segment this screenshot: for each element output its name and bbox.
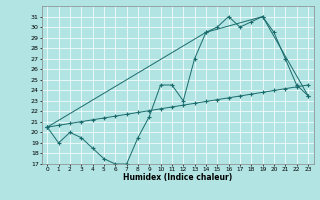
X-axis label: Humidex (Indice chaleur): Humidex (Indice chaleur)	[123, 173, 232, 182]
